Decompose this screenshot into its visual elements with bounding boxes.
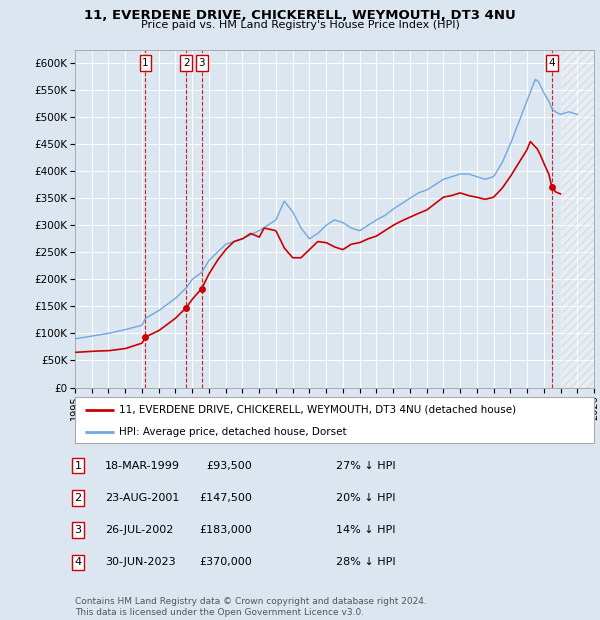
Text: 1: 1 [74,461,82,471]
Text: £93,500: £93,500 [206,461,252,471]
Text: 1: 1 [142,58,149,68]
Text: Contains HM Land Registry data © Crown copyright and database right 2024.
This d: Contains HM Land Registry data © Crown c… [75,598,427,617]
Text: 18-MAR-1999: 18-MAR-1999 [105,461,180,471]
Bar [560,50,600,388]
Text: 3: 3 [74,525,82,535]
Text: 4: 4 [74,557,82,567]
Text: 2: 2 [74,493,82,503]
Text: £147,500: £147,500 [199,493,252,503]
Text: 30-JUN-2023: 30-JUN-2023 [105,557,176,567]
Text: 23-AUG-2001: 23-AUG-2001 [105,493,179,503]
Text: £370,000: £370,000 [199,557,252,567]
Text: 2: 2 [183,58,190,68]
Text: 26-JUL-2002: 26-JUL-2002 [105,525,173,535]
Text: Price paid vs. HM Land Registry's House Price Index (HPI): Price paid vs. HM Land Registry's House … [140,20,460,30]
Text: 20% ↓ HPI: 20% ↓ HPI [336,493,395,503]
Text: £183,000: £183,000 [199,525,252,535]
Text: 14% ↓ HPI: 14% ↓ HPI [336,525,395,535]
Text: 11, EVERDENE DRIVE, CHICKERELL, WEYMOUTH, DT3 4NU: 11, EVERDENE DRIVE, CHICKERELL, WEYMOUTH… [84,9,516,22]
Text: 28% ↓ HPI: 28% ↓ HPI [336,557,395,567]
Text: 4: 4 [548,58,555,68]
Text: HPI: Average price, detached house, Dorset: HPI: Average price, detached house, Dors… [119,427,347,436]
Text: 3: 3 [199,58,205,68]
Text: 11, EVERDENE DRIVE, CHICKERELL, WEYMOUTH, DT3 4NU (detached house): 11, EVERDENE DRIVE, CHICKERELL, WEYMOUTH… [119,405,516,415]
Text: 27% ↓ HPI: 27% ↓ HPI [336,461,395,471]
